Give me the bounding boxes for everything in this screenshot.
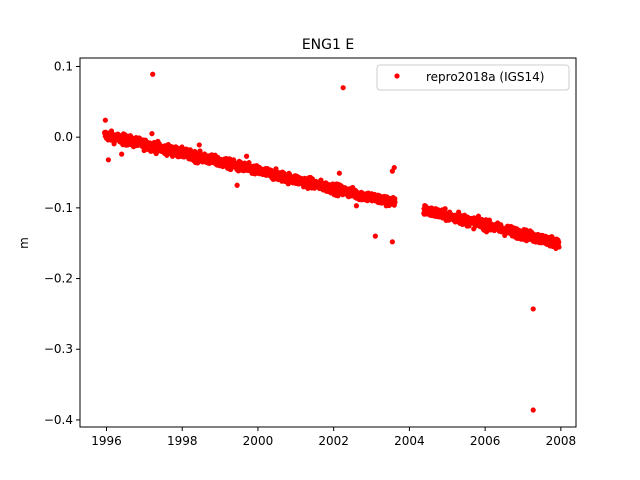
x-tick-label: 2002 [318,434,349,448]
data-points-layer [102,71,562,413]
x-tick-label: 2000 [243,434,274,448]
data-point [530,306,536,312]
data-point [556,239,562,245]
y-axis: 0.1 0.0 −0.1 −0.2 −0.3 −0.4 [44,59,80,427]
data-point [456,209,462,215]
data-point [391,164,397,171]
data-point [340,85,346,91]
x-tick-label: 1998 [167,434,198,448]
data-point [353,203,359,209]
data-point [234,182,240,188]
plot-frame [79,57,577,428]
x-axis: 1996 1998 2000 2002 2004 2006 2008 [91,427,576,448]
data-point [530,407,536,413]
data-point [372,233,378,239]
data-point [442,206,448,212]
data-point [196,142,202,148]
y-tick-label: 0.1 [54,59,73,73]
data-point [179,144,185,150]
chart-title: ENG1 E [302,37,354,53]
x-tick-label: 2006 [470,434,501,448]
data-point [389,239,395,245]
data-point [336,170,342,176]
y-tick-label: −0.2 [44,272,73,286]
data-point [102,117,108,123]
y-tick-label: −0.4 [44,413,73,427]
y-tick-label: 0.0 [54,130,73,144]
data-point [475,213,482,219]
data-point [105,157,111,163]
data-point [149,131,155,137]
y-axis-label: m [17,237,31,249]
y-tick-label: −0.1 [44,201,73,215]
legend[interactable]: repro2018a (IGS14) [376,64,570,91]
legend-marker [394,73,400,79]
data-point [556,244,562,250]
legend-box [376,64,570,91]
data-point [392,199,398,205]
legend-label: repro2018a (IGS14) [426,70,544,84]
x-tick-label: 2004 [394,434,425,448]
data-point [273,166,279,172]
y-tick-label: −0.3 [44,342,73,356]
data-point [119,151,125,157]
data-point [244,153,250,159]
x-tick-label: 2008 [546,434,577,448]
data-point [150,71,156,77]
x-tick-label: 1996 [91,434,122,448]
